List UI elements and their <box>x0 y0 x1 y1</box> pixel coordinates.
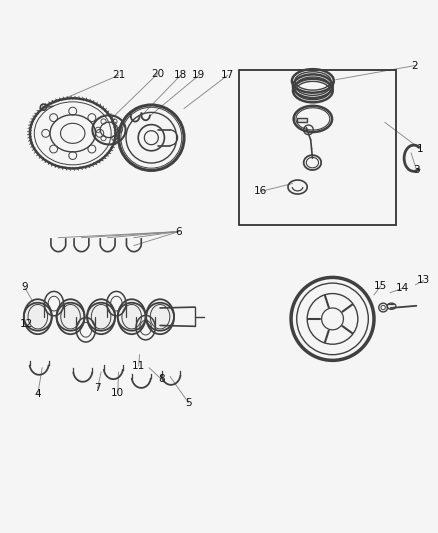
Text: 4: 4 <box>35 389 41 399</box>
Text: 2: 2 <box>411 61 418 71</box>
Text: 3: 3 <box>413 165 420 175</box>
Text: 5: 5 <box>185 398 192 408</box>
Circle shape <box>24 303 52 330</box>
Text: 7: 7 <box>94 383 101 393</box>
Text: 10: 10 <box>111 388 124 398</box>
Text: 13: 13 <box>417 276 430 286</box>
Text: 11: 11 <box>132 361 145 371</box>
Text: 15: 15 <box>374 281 387 291</box>
Text: 16: 16 <box>254 187 268 196</box>
Text: 9: 9 <box>21 282 28 293</box>
Text: 8: 8 <box>158 374 165 384</box>
Circle shape <box>57 303 85 330</box>
Text: 17: 17 <box>221 70 234 80</box>
Circle shape <box>118 303 146 330</box>
Text: 14: 14 <box>396 284 409 293</box>
Text: 12: 12 <box>19 319 33 329</box>
Text: 19: 19 <box>192 70 205 80</box>
Text: 1: 1 <box>417 143 423 154</box>
Text: 18: 18 <box>174 70 187 80</box>
Bar <box>297 118 307 122</box>
Text: 6: 6 <box>176 227 182 237</box>
Bar <box>239 70 396 225</box>
Text: 20: 20 <box>151 69 164 78</box>
Text: 21: 21 <box>112 70 125 80</box>
Circle shape <box>87 303 115 330</box>
Circle shape <box>146 303 174 330</box>
